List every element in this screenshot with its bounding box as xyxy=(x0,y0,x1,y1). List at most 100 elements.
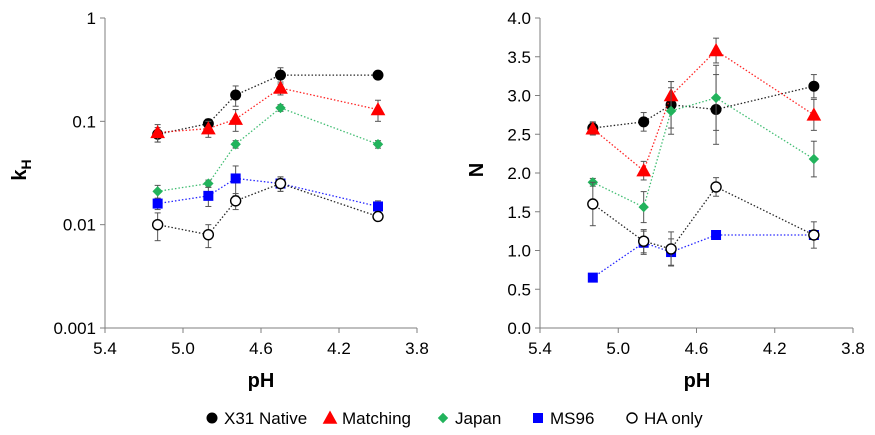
n-chart-data-point xyxy=(808,80,820,92)
kh-chart-y-tick-label: 0.001 xyxy=(53,319,96,338)
n-chart-series-line xyxy=(592,186,815,250)
kh-chart-data-point xyxy=(203,190,214,201)
n-chart-x-tick-label: 4.6 xyxy=(685,339,709,358)
n-chart-series xyxy=(585,37,822,283)
legend-label-matching: Matching xyxy=(342,409,411,428)
n-chart-x-tick-label: 5.0 xyxy=(606,339,630,358)
n-chart-xlabel: pH xyxy=(684,370,711,392)
n-chart-data-point xyxy=(710,92,722,104)
kh-chart-y-tick-label: 1 xyxy=(87,9,96,28)
kh-chart-series-ha-only xyxy=(151,176,384,249)
kh-chart-x-tick-label: 5.0 xyxy=(171,339,195,358)
n-chart-y-tick-label: 0.0 xyxy=(507,319,531,338)
n-chart-y-tick-label: 3.5 xyxy=(507,48,531,67)
n-chart-y-tick-label: 2.0 xyxy=(507,164,531,183)
legend-label-ha-only: HA only xyxy=(644,409,703,428)
kh-chart-data-point xyxy=(201,121,216,135)
n-chart-data-point xyxy=(636,163,652,177)
kh-chart-x-tick-label: 3.8 xyxy=(405,339,429,358)
legend-marker-ha-only xyxy=(626,412,638,424)
kh-chart-data-point xyxy=(273,80,288,94)
kh-chart-data-point xyxy=(372,210,384,223)
n-chart-data-point xyxy=(665,105,677,117)
kh-chart-data-point xyxy=(152,186,163,197)
kh-chart-series-x31-native xyxy=(152,67,384,143)
kh-chart-data-point xyxy=(202,228,215,241)
kh-chart-data-point xyxy=(373,201,383,212)
legend-item-japan: Japan xyxy=(437,409,501,428)
kh-chart-y-tick-label: 0.1 xyxy=(72,112,96,131)
n-chart-series-line xyxy=(592,49,815,172)
n-chart-data-point xyxy=(808,229,820,241)
n-chart-series-matching xyxy=(585,37,822,181)
kh-chart: 5.4 5.0 4.6 4.2 3.8 0.001 0.01 0.1 1 pH kH xyxy=(9,9,429,392)
legend-label-x31-native: X31 Native xyxy=(224,409,307,428)
kh-chart-series-line xyxy=(157,107,379,193)
kh-chart-axes: 5.4 5.0 4.6 4.2 3.8 0.001 0.01 0.1 1 xyxy=(53,9,428,358)
legend-marker-ms96 xyxy=(533,413,543,423)
kh-chart-series-line xyxy=(157,182,379,236)
n-chart-y-tick-label: 1.0 xyxy=(507,242,531,261)
kh-chart-series-line xyxy=(157,87,379,134)
kh-chart-data-point xyxy=(151,218,164,231)
n-chart-series-line xyxy=(592,85,815,129)
kh-chart-ylabel-main: k xyxy=(9,169,31,181)
kh-chart-x-tick-label: 5.4 xyxy=(93,339,117,358)
n-chart-series-x31-native xyxy=(587,74,820,145)
kh-chart-data-point xyxy=(275,102,286,114)
n-chart-y-tick-label: 3.0 xyxy=(507,87,531,106)
legend-marker-japan xyxy=(437,412,449,424)
n-chart-series-ha-only xyxy=(587,177,820,267)
legend-marker-x31-native xyxy=(206,412,218,424)
kh-chart-data-point xyxy=(230,139,241,150)
n-chart-y-tick-label: 2.5 xyxy=(507,125,531,144)
n-chart-y-tick-label: 0.5 xyxy=(507,280,531,299)
legend: X31 Native Matching Japan MS96 HA only xyxy=(206,409,703,428)
n-chart: 5.4 5.0 4.6 4.2 3.8 0.0 0.5 1.0 1.5 2.0 2.5 3.0 3.5 4… xyxy=(466,9,865,392)
kh-chart-data-point xyxy=(372,69,384,81)
n-chart-data-point xyxy=(585,121,601,135)
kh-chart-ylabel: kH xyxy=(9,159,34,180)
kh-chart-data-point xyxy=(152,198,163,209)
kh-chart-series-line xyxy=(157,177,379,208)
n-chart-x-tick-label: 4.2 xyxy=(763,339,787,358)
legend-marker-matching xyxy=(322,410,338,424)
n-chart-data-point xyxy=(665,243,677,255)
kh-chart-data-point xyxy=(203,178,214,189)
kh-chart-data-point xyxy=(275,69,286,81)
legend-label-japan: Japan xyxy=(455,409,501,428)
n-chart-data-point xyxy=(587,272,598,283)
kh-chart-series xyxy=(150,67,386,249)
kh-chart-series-line xyxy=(157,74,378,135)
kh-chart-data-point xyxy=(228,111,243,125)
kh-chart-data-point xyxy=(229,195,242,207)
kh-chart-data-point xyxy=(370,102,386,116)
n-chart-data-point xyxy=(638,201,649,213)
n-chart-data-point xyxy=(710,181,722,193)
kh-chart-y-tick-label: 0.01 xyxy=(63,216,96,235)
kh-chart-data-point xyxy=(230,89,242,101)
n-chart-series-line xyxy=(592,97,815,209)
kh-chart-series-japan xyxy=(152,102,384,199)
kh-chart-x-tick-label: 4.6 xyxy=(249,339,273,358)
n-chart-data-point xyxy=(806,107,822,121)
kh-chart-data-point xyxy=(274,177,287,190)
n-chart-series-line xyxy=(592,234,814,279)
n-chart-axes: 5.4 5.0 4.6 4.2 3.8 0.0 0.5 1.0 1.5 2.0 2.5 3.0 3.5 4… xyxy=(507,9,864,358)
legend-item-x31-native: X31 Native xyxy=(206,409,307,428)
legend-item-matching: Matching xyxy=(322,409,411,428)
kh-chart-x-tick-label: 4.2 xyxy=(327,339,351,358)
n-chart-ylabel: N xyxy=(466,163,488,177)
legend-item-ha-only: HA only xyxy=(626,409,703,428)
n-chart-series-japan xyxy=(587,64,820,224)
n-chart-data-point xyxy=(637,235,650,247)
kh-chart-data-point xyxy=(230,173,241,184)
n-chart-data-point xyxy=(708,43,724,57)
legend-label-ms96: MS96 xyxy=(550,409,594,428)
n-chart-series-ms96 xyxy=(587,230,819,283)
kh-chart-xlabel: pH xyxy=(248,370,275,392)
n-chart-data-point xyxy=(711,230,722,240)
n-chart-data-point xyxy=(808,153,820,165)
n-chart-data-point xyxy=(638,116,650,128)
